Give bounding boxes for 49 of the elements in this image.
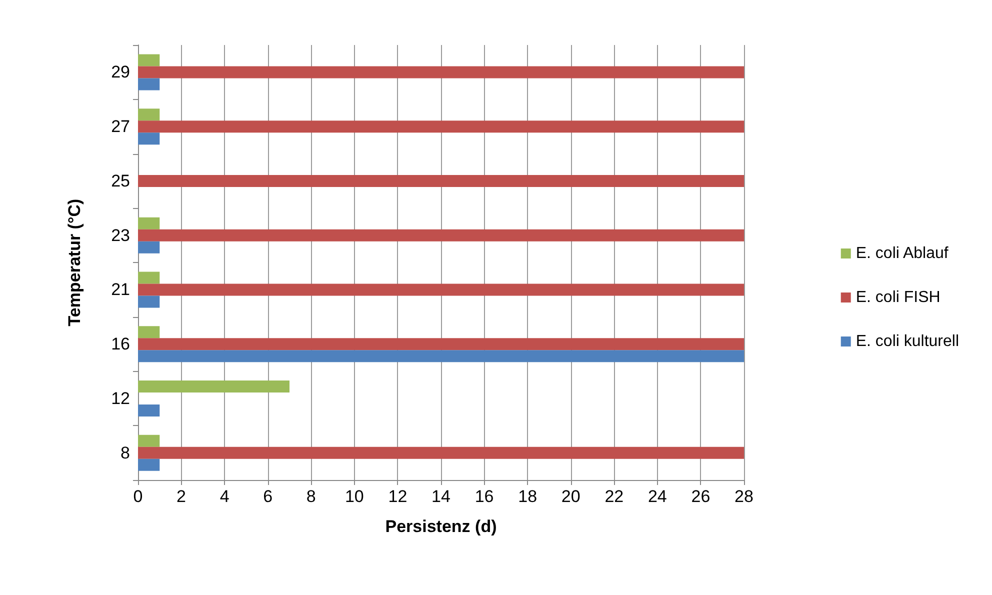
x-tick-label: 4 xyxy=(220,487,230,506)
bar xyxy=(138,108,160,121)
y-tick-label: 12 xyxy=(111,388,130,408)
x-tick-label: 2 xyxy=(176,487,186,506)
bar xyxy=(138,434,160,447)
y-tick-label: 29 xyxy=(111,62,130,82)
bar xyxy=(138,174,744,187)
y-tick-label: 21 xyxy=(111,280,130,300)
bar xyxy=(138,217,160,230)
bar xyxy=(138,120,744,133)
bar xyxy=(138,132,160,145)
x-tick-label: 28 xyxy=(734,487,754,506)
y-axis-title: Temperatur (°C) xyxy=(65,198,84,326)
x-tick-label: 18 xyxy=(518,487,538,506)
bar xyxy=(138,54,160,66)
bar xyxy=(138,272,160,284)
bar xyxy=(138,229,744,242)
x-tick-label: 22 xyxy=(604,487,624,506)
bar xyxy=(138,326,160,338)
legend-label: E. coli FISH xyxy=(856,289,940,306)
bar xyxy=(138,338,744,350)
x-tick-label: 12 xyxy=(388,487,408,506)
y-tick-label: 27 xyxy=(111,117,130,136)
bar xyxy=(138,446,744,459)
legend-label: E. coli kulturell xyxy=(856,333,960,350)
y-tick-label: 23 xyxy=(111,226,130,245)
y-tick-label: 16 xyxy=(111,334,130,354)
bar xyxy=(138,404,160,416)
bar xyxy=(138,78,160,90)
x-tick-label: 6 xyxy=(263,487,273,506)
x-tick-label: 0 xyxy=(133,487,143,506)
bar xyxy=(138,296,160,308)
legend-label: E. coli Ablauf xyxy=(856,245,949,262)
y-tick-label: 8 xyxy=(120,443,130,462)
bar xyxy=(138,241,160,254)
bar xyxy=(138,284,744,296)
bar xyxy=(138,66,744,78)
bar xyxy=(138,458,160,471)
x-tick-label: 14 xyxy=(432,487,450,506)
x-tick-label: 24 xyxy=(648,487,667,506)
x-tick-label: 16 xyxy=(474,487,494,506)
x-axis-title: Persistenz (d) xyxy=(385,517,497,536)
y-tick-label: 25 xyxy=(111,171,130,190)
x-tick-label: 20 xyxy=(561,487,580,506)
x-tick-label: 8 xyxy=(306,487,316,506)
x-tick-label: 10 xyxy=(344,487,364,506)
x-tick-label: 26 xyxy=(691,487,710,506)
bar xyxy=(138,350,744,362)
bar xyxy=(138,380,290,392)
